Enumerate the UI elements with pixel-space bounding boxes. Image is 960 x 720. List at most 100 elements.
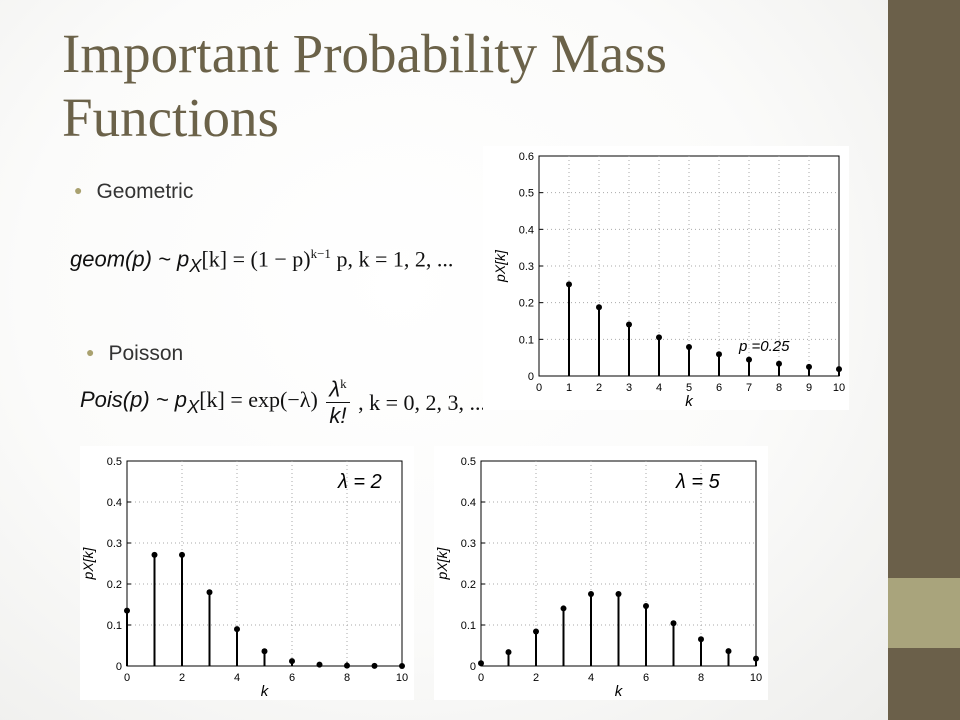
sidebar-band bbox=[888, 578, 960, 648]
x-tick-label: 0 bbox=[124, 672, 130, 684]
x-tick-label: 8 bbox=[776, 382, 782, 394]
stem-point bbox=[234, 626, 240, 633]
stem-point bbox=[533, 628, 539, 635]
bullet-label: Geometric bbox=[96, 180, 194, 203]
stem-point bbox=[344, 662, 350, 669]
y-tick-label: 0.2 bbox=[107, 579, 122, 591]
bullet-dot-icon: ● bbox=[74, 182, 83, 198]
fraction-numerator: λ bbox=[329, 376, 341, 402]
formula-lhs: geom(p) ~ p bbox=[70, 246, 190, 272]
fraction-sup: k bbox=[340, 376, 347, 391]
y-tick-label: 0.1 bbox=[461, 620, 476, 632]
stem-point bbox=[716, 351, 722, 358]
bullet-geometric: ● Geometric bbox=[74, 180, 193, 204]
x-tick-label: 6 bbox=[643, 672, 649, 684]
stem-point bbox=[478, 660, 484, 667]
stem-point bbox=[399, 663, 405, 669]
accent-sidebar bbox=[888, 0, 960, 720]
stem-point bbox=[753, 655, 759, 662]
x-tick-label: 9 bbox=[806, 382, 812, 394]
x-axis-label: k bbox=[685, 393, 694, 410]
stem-point bbox=[725, 648, 732, 655]
y-tick-label: 0.3 bbox=[461, 538, 476, 550]
y-tick-label: 0 bbox=[116, 661, 122, 673]
formula-lhs: Pois(p) ~ p bbox=[80, 387, 187, 413]
y-tick-label: 0.3 bbox=[107, 538, 122, 550]
x-tick-label: 2 bbox=[533, 672, 539, 684]
y-tick-label: 0.4 bbox=[519, 224, 534, 236]
bullet-dot-icon: ● bbox=[86, 344, 95, 360]
stem-point bbox=[371, 662, 378, 669]
poisson-lambda2-stem-chart: 0 2 4 6 8 10 0 0.1 0.2 0.3 0.4 0.5 k pX[k] λ = 2 bbox=[80, 446, 414, 700]
y-axis-label: pX[k] bbox=[492, 249, 508, 283]
stem-point bbox=[206, 589, 213, 596]
stem-point bbox=[124, 607, 130, 614]
x-tick-label: 6 bbox=[289, 672, 295, 684]
formula-tail: , k = 0, 2, 3, ... bbox=[358, 389, 487, 415]
x-tick-label: 4 bbox=[656, 382, 662, 394]
y-tick-label: 0 bbox=[470, 661, 476, 673]
y-tick-label: 0.1 bbox=[519, 334, 534, 346]
stem-point bbox=[316, 661, 323, 668]
formula-sub: X bbox=[189, 254, 202, 276]
x-axis-label: k bbox=[261, 683, 270, 700]
y-tick-label: 0.2 bbox=[519, 298, 534, 310]
stem-point bbox=[566, 281, 572, 288]
y-tick-label: 0.4 bbox=[107, 497, 122, 509]
chart-annotation: p =0.25 bbox=[738, 338, 790, 355]
y-tick-label: 0.4 bbox=[461, 497, 476, 509]
x-tick-label: 2 bbox=[179, 672, 185, 684]
y-tick-label: 0.5 bbox=[107, 456, 122, 468]
stem-point bbox=[776, 360, 782, 367]
stem-point bbox=[806, 363, 812, 370]
fraction-denominator: k! bbox=[329, 403, 347, 429]
stem-point bbox=[179, 551, 185, 558]
stem-point bbox=[746, 356, 752, 363]
x-tick-label: 3 bbox=[626, 382, 632, 394]
x-tick-label: 8 bbox=[344, 672, 350, 684]
y-axis-label: pX[k] bbox=[80, 546, 96, 580]
y-tick-label: 0.2 bbox=[461, 579, 476, 591]
geometric-stem-chart: 0 1 2 3 4 5 6 7 8 9 10 0 0.1 0.2 0.3 0.4 0.5 0.6 k pX[k] p =… bbox=[483, 146, 849, 410]
stem-point bbox=[505, 649, 512, 656]
x-tick-label: 10 bbox=[750, 672, 762, 684]
y-tick-label: 0.3 bbox=[519, 261, 534, 273]
y-tick-label: 0.5 bbox=[519, 188, 534, 200]
x-tick-label: 8 bbox=[698, 672, 704, 684]
formula-sup: k−1 bbox=[310, 246, 331, 261]
x-tick-label: 10 bbox=[833, 382, 845, 394]
x-tick-label: 0 bbox=[536, 382, 542, 394]
x-tick-label: 4 bbox=[588, 672, 594, 684]
slide-title: Important Probability Mass Functions bbox=[62, 23, 667, 148]
stem-point bbox=[626, 321, 632, 328]
formula-mid: [k] = exp(−λ) bbox=[199, 387, 318, 413]
chart-annotation: λ = 5 bbox=[675, 471, 721, 493]
formula-tail: p, k = 1, 2, ... bbox=[330, 246, 454, 272]
x-tick-label: 2 bbox=[596, 382, 602, 394]
stem-point bbox=[596, 304, 602, 311]
x-tick-label: 7 bbox=[746, 382, 752, 394]
stem-point bbox=[686, 343, 692, 350]
x-tick-label: 5 bbox=[686, 382, 692, 394]
y-tick-label: 0.5 bbox=[461, 456, 476, 468]
x-tick-label: 0 bbox=[478, 672, 484, 684]
y-axis-label: pX[k] bbox=[434, 546, 450, 580]
formula-rhs: [k] = (1 − p) bbox=[201, 246, 311, 272]
stem-point bbox=[698, 636, 704, 643]
stem-point bbox=[643, 603, 649, 610]
poisson-lambda5-stem-chart: 0 2 4 6 8 10 0 0.1 0.2 0.3 0.4 0.5 k pX[k] λ = 5 bbox=[434, 446, 768, 700]
stem-point bbox=[670, 620, 677, 627]
stem-point bbox=[261, 648, 268, 655]
x-tick-label: 6 bbox=[716, 382, 722, 394]
geometric-formula: geom(p) ~ pX[k] = (1 − p)k−1 p, k = 1, 2… bbox=[70, 246, 453, 277]
y-tick-label: 0.1 bbox=[107, 620, 122, 632]
y-tick-label: 0.6 bbox=[519, 151, 534, 163]
poisson-formula: Pois(p) ~ pX[k] = exp(−λ) λk k! , k = 0,… bbox=[80, 376, 486, 436]
stem-point bbox=[836, 366, 842, 373]
bullet-label: Poisson bbox=[108, 342, 184, 365]
chart-annotation: λ = 2 bbox=[337, 471, 382, 493]
x-tick-label: 10 bbox=[396, 672, 408, 684]
formula-sub: X bbox=[187, 395, 200, 417]
plot-area bbox=[126, 460, 403, 667]
x-tick-label: 4 bbox=[234, 672, 240, 684]
